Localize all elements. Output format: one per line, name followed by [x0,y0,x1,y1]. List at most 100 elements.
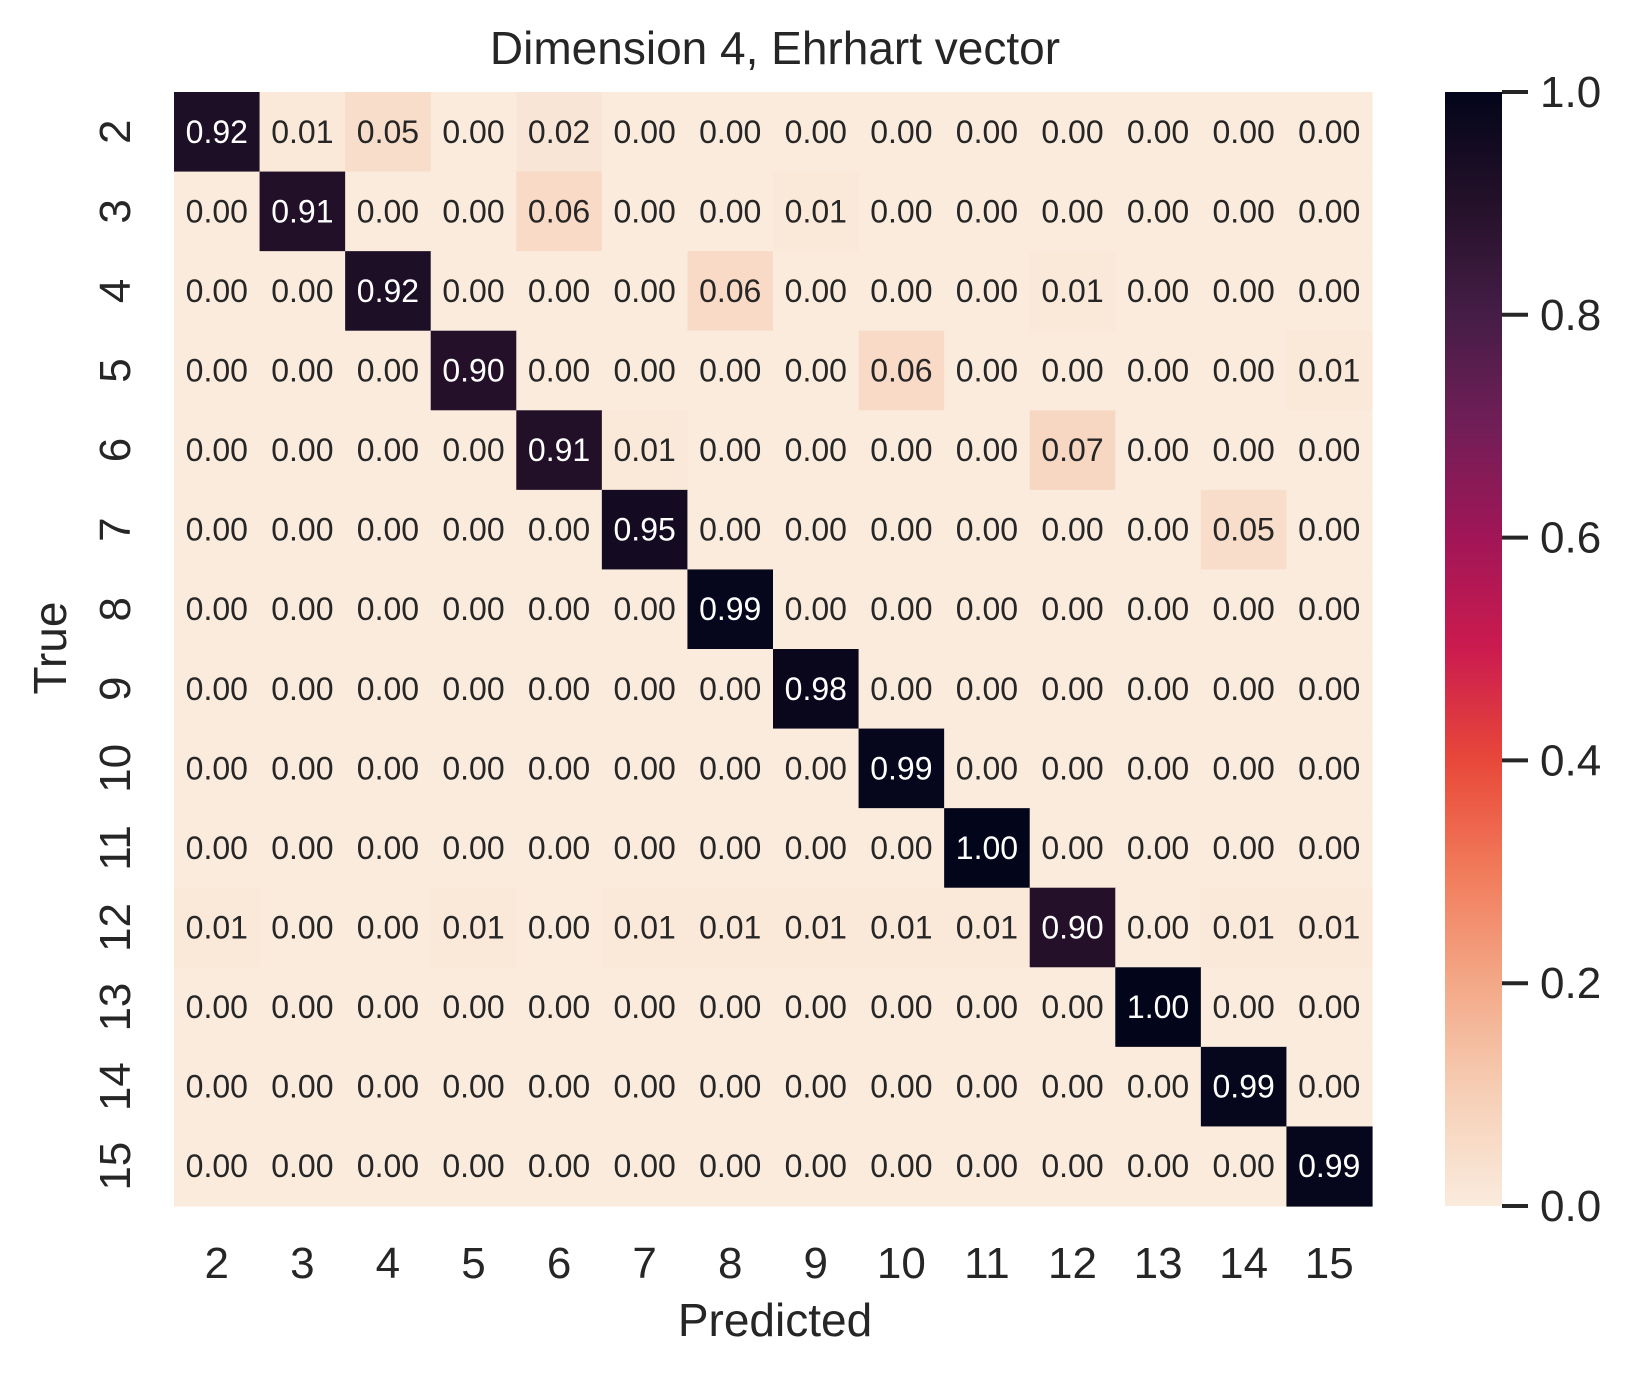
cell-value-label: 0.00 [271,830,333,866]
cell-value-label: 0.00 [870,1069,932,1105]
heatmap-cell [773,569,860,650]
heatmap-cell [174,410,261,491]
cell-value-label: 0.00 [1041,989,1103,1025]
cell-value-label: 0.00 [956,989,1018,1025]
heatmap-cell [687,808,774,889]
y-tick-label: 8 [91,597,140,621]
heatmap-cell [1286,569,1373,650]
heatmap-cell [174,330,261,411]
cell-value-label: 0.00 [956,750,1018,786]
y-tick-label: 12 [91,903,140,952]
cell-value-label: 0.00 [785,432,847,468]
cell-value-label: 0.00 [1298,830,1360,866]
heatmap-cell [601,251,689,332]
cell-value-label: 0.00 [357,512,419,548]
heatmap-cell [345,967,432,1048]
cell-value-label: 0.00 [442,512,504,548]
cell-value-label: 0.06 [699,273,761,309]
cell-value-label: 0.00 [271,353,333,389]
cell-value-label: 0.00 [442,671,504,707]
cell-value-label: 0.00 [870,989,932,1025]
cell-value-label: 0.00 [699,750,761,786]
cell-value-label: 0.00 [1127,671,1189,707]
x-tick-label: 15 [1305,1239,1354,1288]
chart-title: Dimension 4, Ehrhart vector [490,22,1060,74]
cell-value-label: 0.00 [1213,114,1275,150]
heatmap-cell [687,569,774,650]
cell-value-label: 0.00 [1213,273,1275,309]
heatmap-cell [430,489,517,571]
heatmap-cell [858,887,945,968]
heatmap-cell [516,728,603,809]
cell-value-label: 0.00 [1041,353,1103,389]
cell-value-label: 0.00 [1213,591,1275,627]
cell-value-label: 0.00 [271,1148,333,1184]
y-axis-ticks: 2 3 4 5 6 7 8 9 10 11 12 13 14 15 [91,120,140,1191]
heatmap-cell [1286,808,1373,889]
heatmap-cell [1115,410,1202,491]
cell-value-label: 0.00 [528,750,590,786]
cell-value-label: 0.00 [1041,830,1103,866]
cell-value-label: 0.00 [1041,591,1103,627]
cell-value-label: 0.00 [956,114,1018,150]
heatmap-cell [601,1046,689,1128]
heatmap-cell [601,92,689,173]
cell-value-label: 0.00 [1127,114,1189,150]
cell-value-label: 0.00 [614,353,676,389]
cell-value-label: 0.00 [186,273,248,309]
heatmap-cell [944,330,1031,411]
heatmap-cell [858,1046,945,1128]
heatmap-cell [687,410,774,491]
heatmap-cell [944,410,1031,491]
cell-value-label: 0.00 [1127,273,1189,309]
heatmap-cell [1115,1126,1202,1207]
x-tick-label: 2 [205,1239,229,1288]
heatmap-cell [174,967,261,1048]
cell-value-label: 0.00 [528,671,590,707]
heatmap-cell [944,489,1031,571]
heatmap-cell [1115,728,1202,809]
cell-value-label: 0.00 [1213,193,1275,229]
cell-value-label: 0.00 [528,1069,590,1105]
heatmap-cell [858,171,945,252]
heatmap-cell [687,649,774,730]
heatmap-cell [858,569,945,650]
x-tick-label: 10 [877,1239,926,1288]
cell-value-label: 0.00 [699,353,761,389]
cell-value-label: 0.00 [1127,1069,1189,1105]
cell-value-label: 0.00 [442,432,504,468]
heatmap-cell [858,1126,945,1207]
cell-value-label: 0.00 [528,910,590,946]
heatmap-cell [1115,171,1202,252]
heatmap-cell [174,808,261,889]
cell-value-label: 0.00 [699,671,761,707]
cell-value-label: 0.91 [528,432,590,468]
cell-value-label: 0.00 [699,512,761,548]
y-axis-title: True [24,602,76,695]
cell-value-label: 0.92 [186,114,248,150]
colorbar [1445,92,1502,1206]
cell-value-label: 0.00 [442,1148,504,1184]
heatmap-cell [687,489,774,571]
cell-value-label: 0.00 [1213,989,1275,1025]
cell-value-label: 0.00 [1127,432,1189,468]
cell-value-label: 0.95 [614,512,676,548]
heatmap-cell [1115,967,1202,1048]
heatmap-cell [1115,489,1202,571]
heatmap-cell [773,728,860,809]
cell-value-label: 0.00 [1127,193,1189,229]
heatmap-cell [430,410,517,491]
heatmap-cell [687,728,774,809]
cell-value-label: 0.00 [357,591,419,627]
cell-value-label: 0.99 [1213,1069,1275,1105]
heatmap-cell [516,330,603,411]
y-tick-label: 7 [91,517,140,541]
cell-value-label: 0.06 [870,353,932,389]
cell-value-label: 0.00 [186,512,248,548]
heatmap-cell [1200,967,1288,1048]
x-tick-label: 3 [290,1239,314,1288]
cell-value-label: 0.01 [186,910,248,946]
heatmap-cell [1115,649,1202,730]
cell-value-label: 0.00 [357,193,419,229]
heatmap-cell [430,808,517,889]
